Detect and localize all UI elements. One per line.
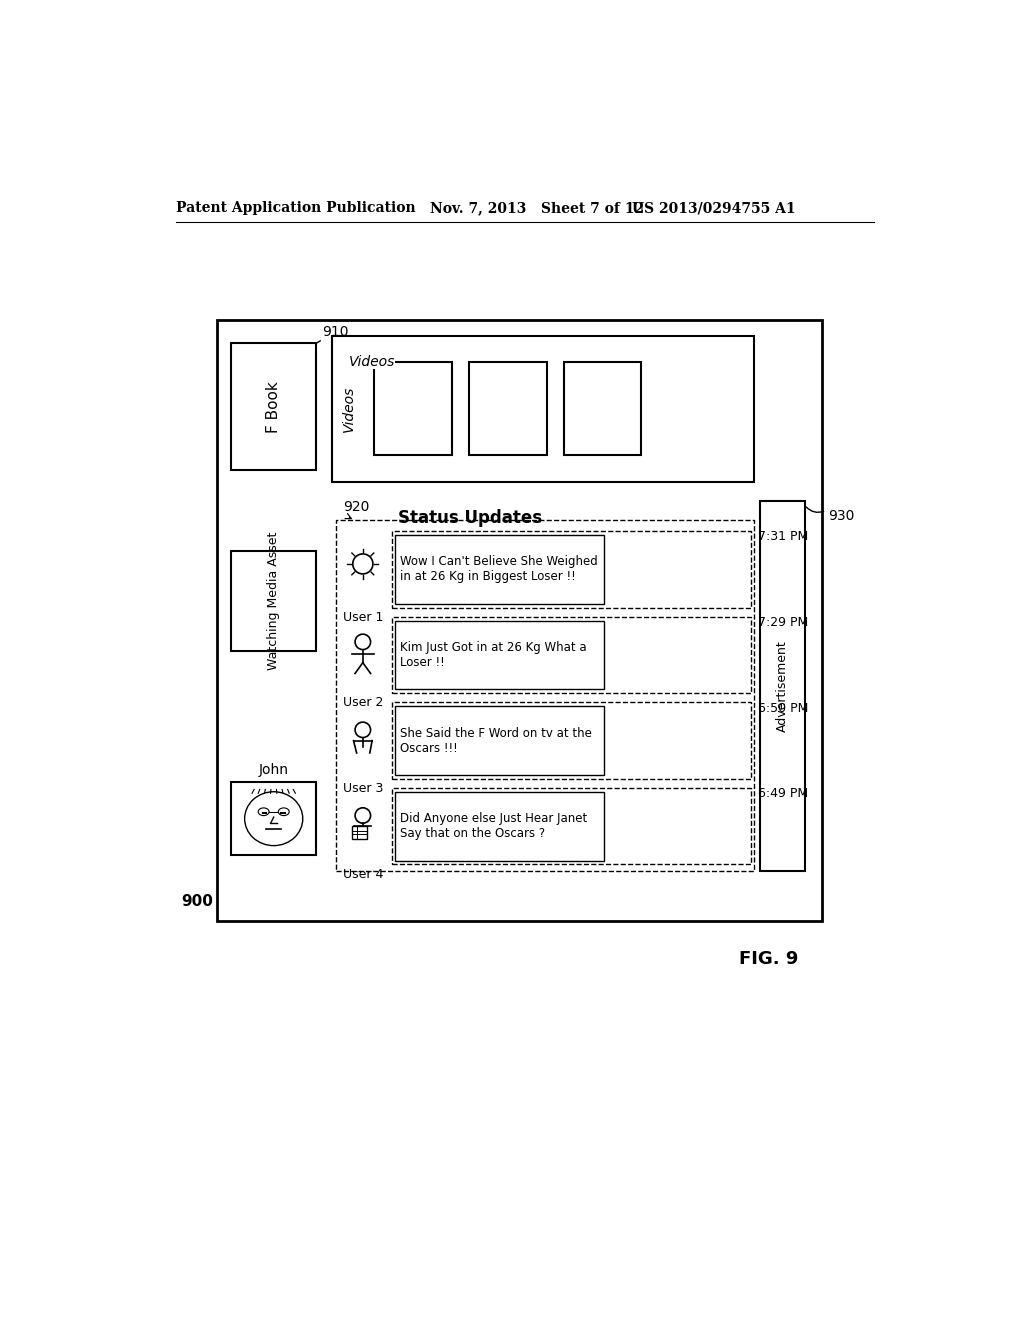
Text: Advertisement: Advertisement (775, 640, 788, 731)
Bar (375, 363, 452, 455)
Bar (332, 335, 755, 482)
Text: User 1: User 1 (343, 611, 383, 623)
Text: Patent Application Publication: Patent Application Publication (176, 202, 416, 215)
Text: User 3: User 3 (343, 781, 383, 795)
Bar (395, 620, 604, 689)
Text: User 4: User 4 (343, 867, 383, 880)
Bar (352, 826, 368, 838)
Bar (231, 781, 316, 855)
Text: 900: 900 (181, 894, 213, 909)
Text: Videos: Videos (349, 355, 395, 368)
Text: 7:29 PM: 7:29 PM (758, 616, 808, 628)
Text: 920: 920 (343, 500, 370, 515)
Bar (231, 343, 316, 470)
Text: Kim Just Got in at 26 Kg What a
Loser !!: Kim Just Got in at 26 Kg What a Loser !! (400, 642, 587, 669)
Bar (469, 363, 547, 455)
Bar (760, 502, 805, 871)
Bar (391, 616, 751, 693)
Text: User 2: User 2 (343, 696, 383, 709)
Bar (395, 792, 604, 861)
Text: 910: 910 (323, 325, 349, 339)
Bar (391, 531, 751, 607)
Text: Wow I Can't Believe She Weighed
in at 26 Kg in Biggest Loser !!: Wow I Can't Believe She Weighed in at 26… (400, 556, 598, 583)
Bar (563, 363, 641, 455)
Bar (391, 702, 751, 779)
Text: US 2013/0294755 A1: US 2013/0294755 A1 (632, 202, 796, 215)
Text: FIG. 9: FIG. 9 (739, 950, 799, 968)
Text: Nov. 7, 2013   Sheet 7 of 12: Nov. 7, 2013 Sheet 7 of 12 (430, 202, 644, 215)
Bar (217, 321, 821, 921)
Text: Status Updates: Status Updates (397, 508, 542, 527)
Bar (231, 552, 316, 651)
Text: 6:49 PM: 6:49 PM (758, 787, 808, 800)
Text: She Said the F Word on tv at the
Oscars !!!: She Said the F Word on tv at the Oscars … (400, 726, 592, 755)
Text: 930: 930 (827, 508, 854, 523)
Text: Watching Media Asset: Watching Media Asset (267, 532, 281, 671)
Bar (336, 520, 755, 871)
Bar (395, 706, 604, 775)
Bar (391, 788, 751, 865)
Text: Videos: Videos (342, 385, 356, 432)
Text: 7:31 PM: 7:31 PM (758, 531, 808, 544)
Text: 6:50 PM: 6:50 PM (758, 702, 809, 714)
Text: John: John (259, 763, 289, 777)
Bar (395, 535, 604, 603)
Text: F Book: F Book (266, 381, 282, 433)
Text: Did Anyone else Just Hear Janet
Say that on the Oscars ?: Did Anyone else Just Hear Janet Say that… (400, 812, 588, 841)
